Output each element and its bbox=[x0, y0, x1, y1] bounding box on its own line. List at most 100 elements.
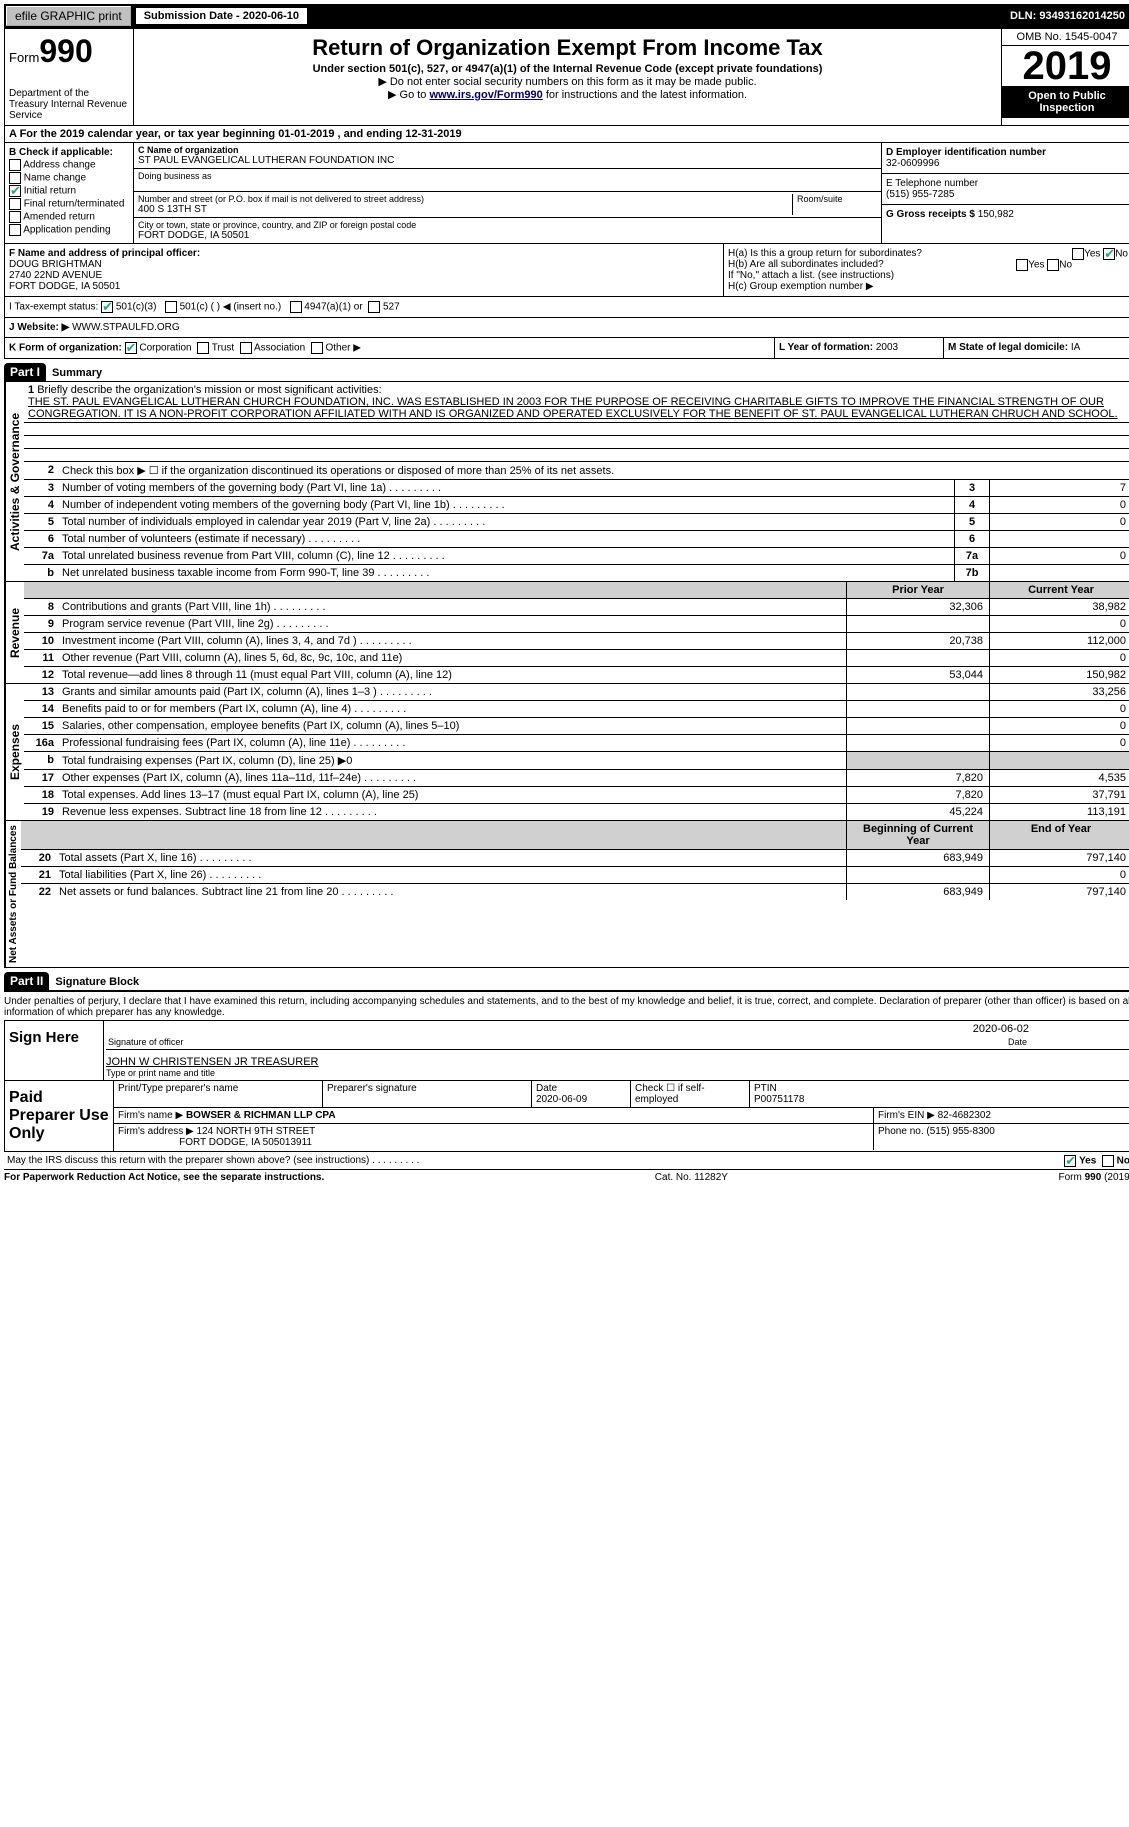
officer-addr1: 2740 22ND AVENUE bbox=[9, 270, 719, 281]
dln: DLN: 93493162014250 bbox=[1010, 10, 1129, 22]
box-d-e-g: D Employer identification number 32-0609… bbox=[881, 143, 1129, 243]
efile-header: efile GRAPHIC print Submission Date - 20… bbox=[4, 4, 1129, 28]
revenue-section: Revenue Prior YearCurrent Year 8Contribu… bbox=[4, 582, 1129, 684]
paid-prep-label: Paid Preparer Use Only bbox=[5, 1081, 114, 1151]
sig-officer-label: Signature of officer Date bbox=[106, 1035, 1129, 1050]
assoc-checkbox[interactable] bbox=[240, 342, 252, 354]
goto-line: ▶ Go to www.irs.gov/Form990 for instruct… bbox=[138, 88, 997, 101]
end-year-header: End of Year bbox=[989, 821, 1129, 849]
firm-addr: 124 NORTH 9TH STREET bbox=[197, 1126, 316, 1137]
final-return-checkbox[interactable] bbox=[9, 198, 21, 210]
street: 400 S 13TH ST bbox=[138, 204, 792, 215]
ein-label: D Employer identification number bbox=[886, 147, 1128, 158]
phone-label: E Telephone number bbox=[886, 178, 1128, 189]
officer-name-title: JOHN W CHRISTENSEN JR TREASURER bbox=[106, 1056, 1129, 1068]
discuss-no-checkbox[interactable] bbox=[1102, 1155, 1114, 1167]
org-name-label: C Name of organization bbox=[138, 145, 877, 155]
app-pending-checkbox[interactable] bbox=[9, 224, 21, 236]
form-prefix: Form bbox=[9, 50, 39, 65]
trust-checkbox[interactable] bbox=[197, 342, 209, 354]
form-footer: Form 990 (2019) bbox=[1059, 1172, 1129, 1183]
dba-label: Doing business as bbox=[138, 171, 877, 181]
prior-year-header: Prior Year bbox=[846, 582, 989, 598]
4947-checkbox[interactable] bbox=[290, 301, 302, 313]
gross-receipts-label: G Gross receipts $ bbox=[886, 209, 975, 220]
prep-date: 2020-06-09 bbox=[536, 1094, 587, 1105]
submission-date: Submission Date - 2020-06-10 bbox=[135, 7, 308, 25]
box-b-title: B Check if applicable: bbox=[9, 147, 129, 158]
room-label: Room/suite bbox=[797, 194, 877, 204]
department: Department of the Treasury Internal Reve… bbox=[9, 88, 129, 121]
officer-name: DOUG BRIGHTMAN bbox=[9, 259, 719, 270]
firm-city: FORT DODGE, IA 505013911 bbox=[179, 1137, 312, 1148]
street-label: Number and street (or P.O. box if mail i… bbox=[138, 194, 792, 204]
open-public: Open to Public Inspection bbox=[1002, 86, 1129, 118]
paperwork-notice: For Paperwork Reduction Act Notice, see … bbox=[4, 1172, 324, 1183]
ein: 32-0609996 bbox=[886, 158, 1128, 169]
signature-block: Sign Here 2020-06-02 Signature of office… bbox=[4, 1020, 1129, 1081]
line4-value: 0 bbox=[989, 497, 1129, 513]
ha-no-checkbox[interactable] bbox=[1103, 248, 1115, 260]
website-url: WWW.STPAULFD.ORG bbox=[72, 322, 180, 333]
city: FORT DODGE, IA 50501 bbox=[138, 230, 877, 241]
part1-header: Part ISummary bbox=[4, 363, 1129, 382]
tax-year: 2019 bbox=[1002, 46, 1129, 86]
part2-header: Part IISignature Block bbox=[4, 972, 1129, 991]
initial-return-checkbox[interactable] bbox=[9, 185, 21, 197]
ssn-warning: ▶ Do not enter social security numbers o… bbox=[138, 75, 997, 88]
box-b: B Check if applicable: Address change Na… bbox=[5, 143, 134, 243]
activities-governance-section: Activities & Governance 1 Briefly descri… bbox=[4, 382, 1129, 582]
hb-no-checkbox[interactable] bbox=[1047, 259, 1059, 271]
form-title-box: Return of Organization Exempt From Incom… bbox=[134, 29, 1002, 125]
expenses-section: Expenses 13Grants and similar amounts pa… bbox=[4, 684, 1129, 821]
other-checkbox[interactable] bbox=[311, 342, 323, 354]
form-subtitle: Under section 501(c), 527, or 4947(a)(1)… bbox=[138, 63, 997, 75]
officer-group-section: F Name and address of principal officer:… bbox=[4, 244, 1129, 297]
paid-preparer-block: Paid Preparer Use Only Print/Type prepar… bbox=[4, 1081, 1129, 1152]
amended-checkbox[interactable] bbox=[9, 211, 21, 223]
page-footer: For Paperwork Reduction Act Notice, see … bbox=[4, 1170, 1129, 1185]
city-label: City or town, state or province, country… bbox=[138, 220, 877, 230]
ha-yes-checkbox[interactable] bbox=[1072, 248, 1084, 260]
sig-date: 2020-06-02 bbox=[106, 1023, 1129, 1035]
formation-year: 2003 bbox=[876, 342, 898, 353]
org-name: ST PAUL EVANGELICAL LUTHERAN FOUNDATION … bbox=[138, 155, 877, 166]
officer-addr2: FORT DODGE, IA 50501 bbox=[9, 281, 719, 292]
box-h: H(a) Is this a group return for subordin… bbox=[723, 244, 1129, 296]
firm-phone: (515) 955-8300 bbox=[926, 1126, 994, 1137]
net-assets-section: Net Assets or Fund Balances Beginning of… bbox=[4, 821, 1129, 968]
phone: (515) 955-7285 bbox=[886, 189, 1128, 200]
line12-prior: 53,044 bbox=[846, 667, 989, 683]
mission-block: 1 Briefly describe the organization's mi… bbox=[24, 382, 1129, 423]
efile-print-button[interactable]: efile GRAPHIC print bbox=[6, 6, 131, 26]
irs-link[interactable]: www.irs.gov/Form990 bbox=[429, 89, 542, 101]
form-id-box: Form990 Department of the Treasury Inter… bbox=[5, 29, 134, 125]
discuss-yes-checkbox[interactable] bbox=[1064, 1155, 1076, 1167]
identity-section: B Check if applicable: Address change Na… bbox=[4, 143, 1129, 244]
ptin-value: P00751178 bbox=[754, 1094, 804, 1105]
tax-status-line: I Tax-exempt status: 501(c)(3) 501(c) ( … bbox=[4, 297, 1129, 318]
firm-name: BOWSER & RICHMAN LLP CPA bbox=[186, 1110, 336, 1121]
form-title: Return of Organization Exempt From Incom… bbox=[138, 35, 997, 61]
527-checkbox[interactable] bbox=[368, 301, 380, 313]
line5-value: 0 bbox=[989, 514, 1129, 530]
form-number: 990 bbox=[39, 33, 92, 69]
corp-checkbox[interactable] bbox=[125, 342, 137, 354]
form-header: Form990 Department of the Treasury Inter… bbox=[4, 28, 1129, 126]
501c3-checkbox[interactable] bbox=[101, 301, 113, 313]
cat-no: Cat. No. 11282Y bbox=[655, 1172, 728, 1183]
period-line: A For the 2019 calendar year, or tax yea… bbox=[4, 126, 1129, 143]
line3-value: 7 bbox=[989, 480, 1129, 496]
org-form-line: K Form of organization: Corporation Trus… bbox=[4, 338, 1129, 359]
current-year-header: Current Year bbox=[989, 582, 1129, 598]
box-c: C Name of organization ST PAUL EVANGELIC… bbox=[134, 143, 881, 243]
domicile-state: IA bbox=[1071, 342, 1080, 353]
line12-current: 150,982 bbox=[989, 667, 1129, 683]
line8-prior: 32,306 bbox=[846, 599, 989, 615]
hb-yes-checkbox[interactable] bbox=[1016, 259, 1028, 271]
501c-checkbox[interactable] bbox=[165, 301, 177, 313]
sign-here-label: Sign Here bbox=[5, 1021, 104, 1080]
addr-change-checkbox[interactable] bbox=[9, 159, 21, 171]
line7b-value bbox=[989, 565, 1129, 581]
begin-year-header: Beginning of Current Year bbox=[846, 821, 989, 849]
